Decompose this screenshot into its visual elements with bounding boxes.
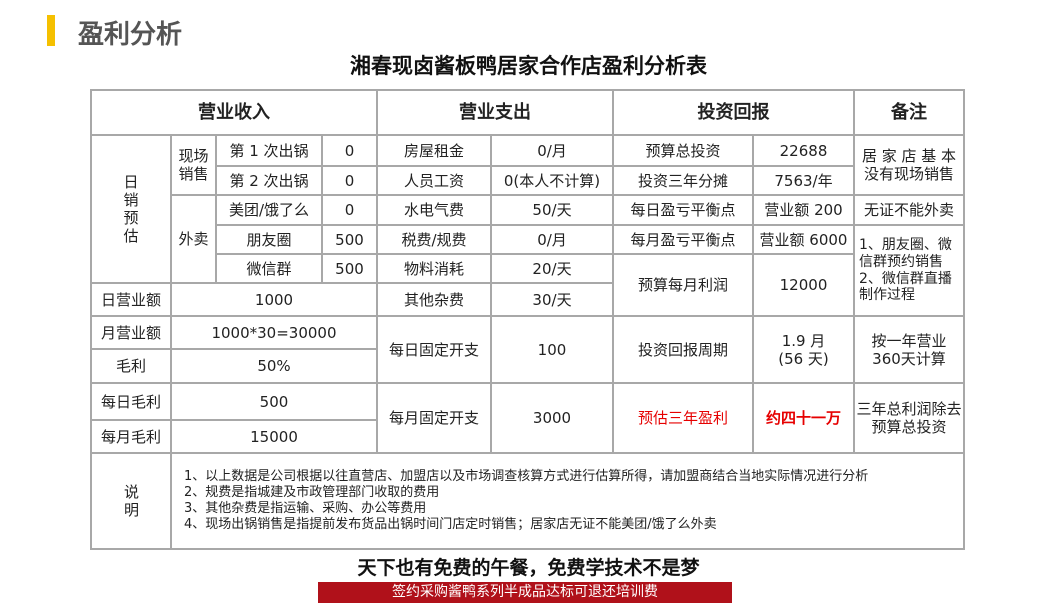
roi-value: 12000 [752,253,855,317]
onsite-label: 现场销售 [170,134,217,196]
table-title: 湘春现卤酱板鸭居家合作店盈利分析表 [350,54,707,78]
remark: 无证不能外卖 [853,194,965,226]
income-value: 0 [321,134,378,167]
daily-gross-value: 500 [170,382,378,421]
roi-label: 预算每月利润 [612,253,754,317]
banner: 签约采购酱鸭系列半成品达标可退还培训费 [318,582,732,603]
daily-revenue-value: 1000 [170,282,378,317]
expense-value: 0(本人不计算) [490,165,614,196]
remark: 居 家 店 基 本没有现场销售 [853,134,965,196]
roi-label: 每日盈亏平衡点 [612,194,754,226]
expense-value: 0/月 [490,134,614,167]
expense-value: 30/天 [490,282,614,317]
profit-table: 营业收入 营业支出 投资回报 备注 日销预估 现场销售 第 1 次出锅 0 房屋… [90,89,965,550]
daily-est-label: 日销预估 [90,134,172,284]
slogan: 天下也有免费的午餐，免费学技术不是梦 [357,557,700,579]
expense-label: 每月固定开支 [376,382,492,454]
note-line: 3、其他杂费是指运输、采购、办公等费用 [184,501,427,516]
header-roi: 投资回报 [612,89,855,136]
note-line: 4、现场出锅销售是指提前发布货品出锅时间门店定时销售；居家店无证不能美团/饿了么… [184,517,717,533]
monthly-gross-label: 每月毛利 [90,419,172,454]
roi-label: 预算总投资 [612,134,754,167]
monthly-revenue-label: 月营业额 [90,315,172,350]
takeout-label: 外卖 [170,194,217,284]
expense-value: 100 [490,315,614,384]
expense-value: 0/月 [490,224,614,255]
remark: 三年总利润除去预算总投资 [853,382,965,454]
income-value: 0 [321,165,378,196]
roi-value: 营业额 6000 [752,224,855,255]
expense-value: 50/天 [490,194,614,226]
expense-label: 水电气费 [376,194,492,226]
roi-label: 投资回报周期 [612,315,754,384]
gross-margin-label: 毛利 [90,348,172,384]
expense-label: 每日固定开支 [376,315,492,384]
notes-label: 说明 [90,452,172,550]
expense-label: 其他杂费 [376,282,492,317]
roi-label: 投资三年分摊 [612,165,754,196]
income-label: 微信群 [215,253,323,284]
expense-label: 房屋租金 [376,134,492,167]
income-label: 朋友圈 [215,224,323,255]
expense-label: 物料消耗 [376,253,492,284]
expense-value: 3000 [490,382,614,454]
expense-value: 20/天 [490,253,614,284]
income-label: 第 2 次出锅 [215,165,323,196]
income-label: 第 1 次出锅 [215,134,323,167]
remark: 按一年营业360天计算 [853,315,965,384]
notes: 1、以上数据是公司根据以往直营店、加盟店以及市场调查核算方式进行估算所得，请加盟… [170,452,965,550]
note-line: 2、规费是指城建及市政管理部门收取的费用 [184,484,440,500]
roi-value: 22688 [752,134,855,167]
income-value: 500 [321,253,378,284]
monthly-gross-value: 15000 [170,419,378,454]
header-income: 营业收入 [90,89,378,136]
roi-label: 每月盈亏平衡点 [612,224,754,255]
income-label: 美团/饿了么 [215,194,323,226]
note-line: 1、以上数据是公司根据以往直营店、加盟店以及市场调查核算方式进行估算所得，请加盟… [184,468,869,484]
section-accent-bar [47,15,55,46]
daily-revenue-label: 日营业额 [90,282,172,317]
remark: 1、朋友圈、微信群预约销售 2、微信群直播制作过程 [853,224,965,317]
roi-value: 营业额 200 [752,194,855,226]
income-value: 0 [321,194,378,226]
section-title: 盈利分析 [78,20,183,50]
header-expense: 营业支出 [376,89,614,136]
monthly-revenue-value: 1000*30=30000 [170,315,378,350]
gross-margin-value: 50% [170,348,378,384]
income-value: 500 [321,224,378,255]
daily-gross-label: 每日毛利 [90,382,172,421]
roi-value: 1.9 月 (56 天) [752,315,855,384]
roi-value: 约四十一万 [752,382,855,454]
expense-label: 人员工资 [376,165,492,196]
roi-label: 预估三年盈利 [612,382,754,454]
header-remark: 备注 [853,89,965,136]
expense-label: 税费/规费 [376,224,492,255]
roi-value: 7563/年 [752,165,855,196]
